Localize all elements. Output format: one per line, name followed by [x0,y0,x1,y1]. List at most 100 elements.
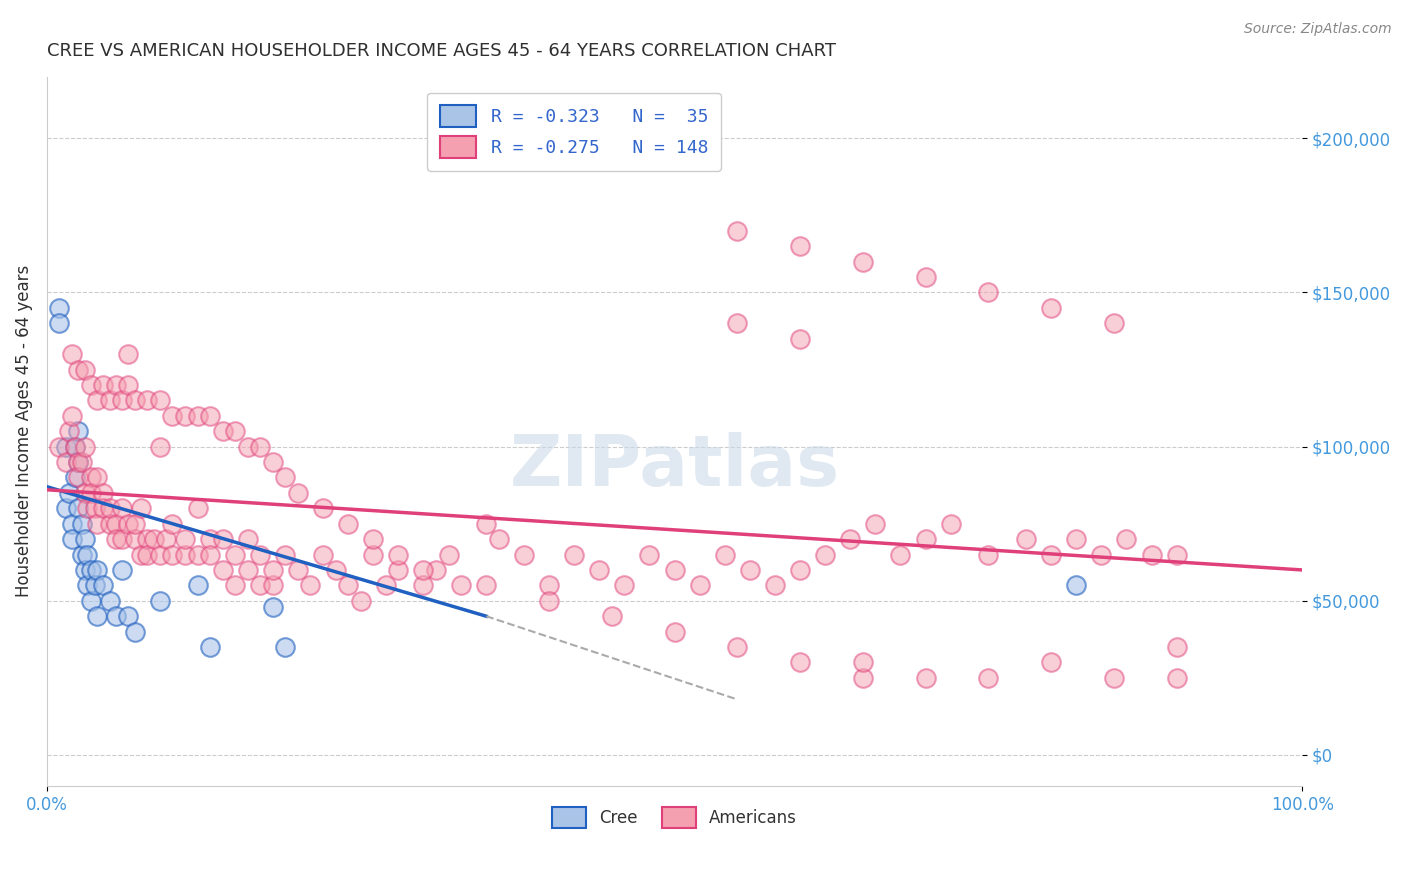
Point [224,548,246,562]
Point [104,378,127,392]
Point [162,548,184,562]
Point [1040,548,1063,562]
Point [104,532,127,546]
Point [236,532,259,546]
Point [977,548,1000,562]
Point [48,301,70,315]
Point [274,548,297,562]
Point [1064,532,1087,546]
Point [58,424,80,438]
Point [124,532,146,546]
Y-axis label: Householder Income Ages 45 - 64 years: Householder Income Ages 45 - 64 years [15,265,32,598]
Point [475,516,498,531]
Text: CREE VS AMERICAN HOUSEHOLDER INCOME AGES 45 - 64 YEARS CORRELATION CHART: CREE VS AMERICAN HOUSEHOLDER INCOME AGES… [46,42,837,60]
Point [136,548,159,562]
Point [763,578,786,592]
Point [76,548,98,562]
Point [236,563,259,577]
Point [299,578,322,592]
Point [588,563,610,577]
Point [713,548,735,562]
Point [186,409,208,423]
Point [537,594,560,608]
Point [142,532,165,546]
Point [789,239,811,253]
Point [67,501,90,516]
Point [361,548,384,562]
Point [73,532,96,546]
Point [249,548,271,562]
Point [513,548,536,562]
Point [55,501,77,516]
Point [262,563,284,577]
Point [117,347,139,361]
Point [58,486,80,500]
Point [86,393,108,408]
Point [80,486,103,500]
Point [361,532,384,546]
Point [839,532,862,546]
Point [475,578,498,592]
Point [162,409,184,423]
Point [725,224,748,238]
Point [814,548,837,562]
Point [425,563,447,577]
Point [129,501,152,516]
Point [186,548,208,562]
Point [136,532,159,546]
Point [412,578,434,592]
Point [1102,671,1125,685]
Point [789,332,811,346]
Point [664,563,686,577]
Point [211,424,233,438]
Point [98,516,121,531]
Point [86,516,108,531]
Point [124,516,146,531]
Point [224,424,246,438]
Point [93,378,115,392]
Point [211,532,233,546]
Point [67,362,90,376]
Point [638,548,661,562]
Point [86,563,108,577]
Point [852,254,875,268]
Point [287,563,309,577]
Point [60,409,83,423]
Point [111,532,134,546]
Point [186,501,208,516]
Point [198,640,221,654]
Point [67,455,90,469]
Point [93,578,115,592]
Point [1090,548,1112,562]
Point [977,671,1000,685]
Point [136,393,159,408]
Point [1166,671,1188,685]
Point [387,548,409,562]
Point [98,501,121,516]
Point [48,440,70,454]
Point [374,578,396,592]
Point [60,347,83,361]
Point [55,440,77,454]
Point [600,609,623,624]
Point [149,548,172,562]
Point [93,486,115,500]
Point [111,563,134,577]
Point [337,578,360,592]
Point [80,594,103,608]
Point [249,440,271,454]
Point [198,409,221,423]
Point [80,378,103,392]
Point [889,548,911,562]
Point [63,470,86,484]
Point [249,578,271,592]
Point [337,516,360,531]
Point [613,578,636,592]
Point [83,578,105,592]
Point [111,501,134,516]
Point [488,532,510,546]
Point [86,609,108,624]
Point [738,563,761,577]
Point [1040,301,1063,315]
Point [236,440,259,454]
